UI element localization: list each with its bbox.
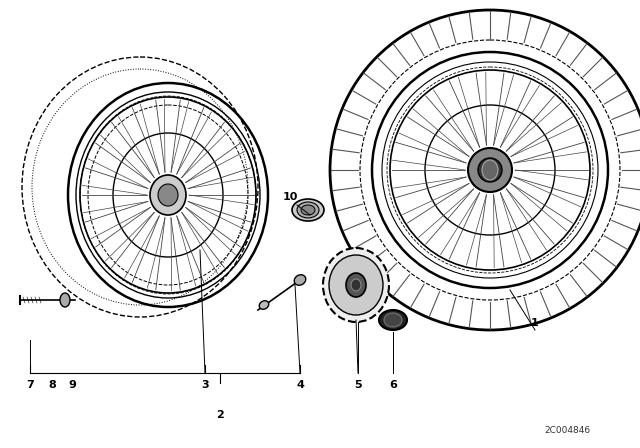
- Ellipse shape: [329, 255, 383, 315]
- Ellipse shape: [150, 175, 186, 215]
- Text: 10: 10: [282, 192, 298, 202]
- Ellipse shape: [351, 279, 361, 291]
- Ellipse shape: [482, 160, 498, 180]
- Text: 6: 6: [389, 380, 397, 390]
- Text: 2C004846: 2C004846: [544, 426, 590, 435]
- Ellipse shape: [301, 205, 315, 215]
- Ellipse shape: [384, 313, 402, 327]
- Ellipse shape: [259, 301, 269, 309]
- Text: 7: 7: [26, 380, 34, 390]
- Ellipse shape: [158, 184, 178, 206]
- Ellipse shape: [346, 273, 366, 297]
- Ellipse shape: [323, 248, 389, 322]
- Ellipse shape: [379, 310, 407, 330]
- Circle shape: [468, 148, 512, 192]
- Text: 2: 2: [216, 410, 224, 420]
- Ellipse shape: [294, 275, 306, 285]
- Text: 3: 3: [201, 380, 209, 390]
- Text: 5: 5: [354, 380, 362, 390]
- Text: 9: 9: [68, 380, 76, 390]
- Text: 1: 1: [531, 318, 539, 328]
- Ellipse shape: [60, 293, 70, 307]
- Ellipse shape: [297, 202, 319, 218]
- Text: 8: 8: [48, 380, 56, 390]
- Circle shape: [478, 158, 502, 182]
- Text: 4: 4: [296, 380, 304, 390]
- Ellipse shape: [292, 199, 324, 221]
